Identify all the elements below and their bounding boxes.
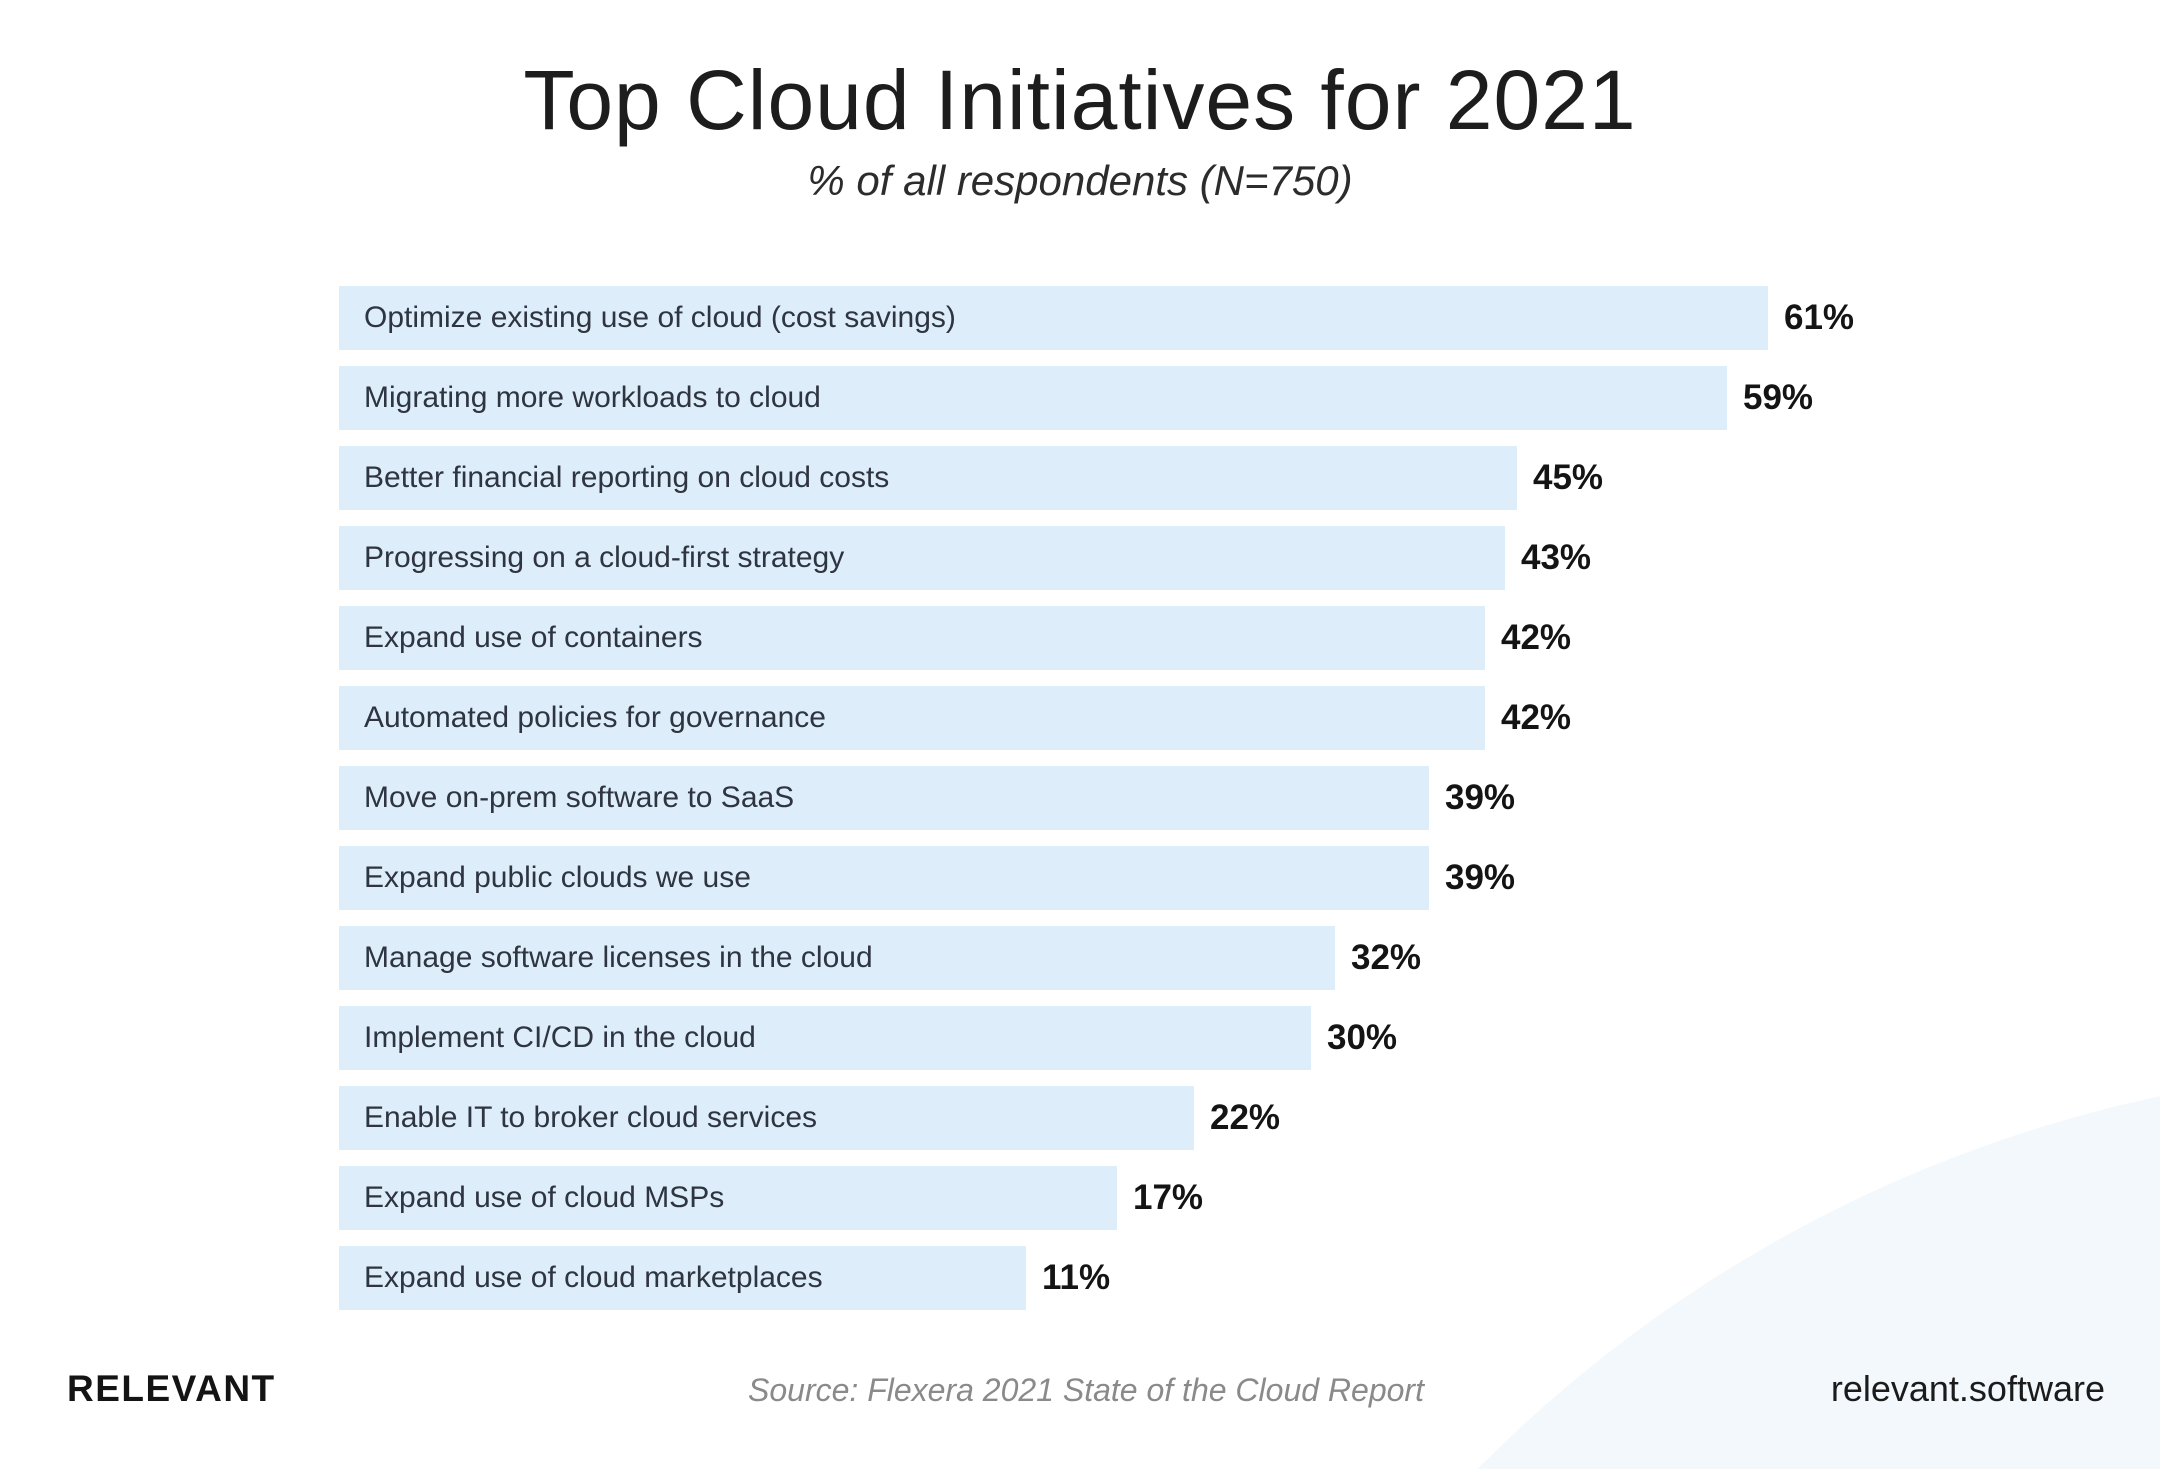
website-link[interactable]: relevant.software xyxy=(1830,1368,2105,1409)
bar-label: Progressing on a cloud-first strategy xyxy=(364,541,845,574)
bar-value-label: 22% xyxy=(1210,1098,1281,1137)
bar-label: Manage software licenses in the cloud xyxy=(364,941,873,974)
brand-logo: RELEVANT xyxy=(67,1368,276,1409)
bar-label: Enable IT to broker cloud services xyxy=(364,1101,818,1134)
bar: Migrating more workloads to cloud xyxy=(339,366,1727,430)
bar-label: Expand use of cloud MSPs xyxy=(364,1181,725,1214)
bar: Implement CI/CD in the cloud xyxy=(339,1006,1311,1070)
bar-row: Expand use of cloud MSPs 17% xyxy=(339,1166,1854,1230)
bar-row: Automated policies for governance 42% xyxy=(339,686,1854,750)
bar-value-label: 39% xyxy=(1445,858,1516,897)
bar-row: Expand use of containers 42% xyxy=(339,606,1854,670)
bar-value-label: 61% xyxy=(1784,298,1855,337)
bar: Expand public clouds we use xyxy=(339,846,1429,910)
bar-row: Progressing on a cloud-first strategy 43… xyxy=(339,526,1854,590)
bar-row: Optimize existing use of cloud (cost sav… xyxy=(339,286,1854,350)
bar-value-label: 42% xyxy=(1501,618,1572,657)
bar-value-label: 42% xyxy=(1501,698,1572,737)
bar: Manage software licenses in the cloud xyxy=(339,926,1335,990)
bar-value-label: 17% xyxy=(1133,1178,1204,1217)
bar-row: Migrating more workloads to cloud 59% xyxy=(339,366,1854,430)
bar-label: Expand use of containers xyxy=(364,621,703,654)
page-subtitle: % of all respondents (N=750) xyxy=(807,156,1353,204)
bar-value-label: 32% xyxy=(1351,938,1422,977)
source-caption: Source: Flexera 2021 State of the Cloud … xyxy=(748,1372,1424,1408)
bar-row: Better financial reporting on cloud cost… xyxy=(339,446,1854,510)
bar: Expand use of containers xyxy=(339,606,1485,670)
bar-value-label: 39% xyxy=(1445,778,1516,817)
bar-value-label: 30% xyxy=(1327,1018,1398,1057)
bar-row: Implement CI/CD in the cloud 30% xyxy=(339,1006,1854,1070)
bar-row: Expand public clouds we use 39% xyxy=(339,846,1854,910)
bar-row: Expand use of cloud marketplaces 11% xyxy=(339,1246,1854,1310)
bar-chart: Optimize existing use of cloud (cost sav… xyxy=(339,286,1854,1326)
bar-row: Move on-prem software to SaaS 39% xyxy=(339,766,1854,830)
bar: Better financial reporting on cloud cost… xyxy=(339,446,1517,510)
bar: Enable IT to broker cloud services xyxy=(339,1086,1194,1150)
bar-label: Better financial reporting on cloud cost… xyxy=(364,461,890,494)
bar: Move on-prem software to SaaS xyxy=(339,766,1429,830)
bar-label: Automated policies for governance xyxy=(364,701,826,734)
footer: RELEVANT Source: Flexera 2021 State of t… xyxy=(67,1368,2105,1410)
bar-label: Move on-prem software to SaaS xyxy=(364,781,795,814)
bar: Automated policies for governance xyxy=(339,686,1485,750)
bar-label: Expand use of cloud marketplaces xyxy=(364,1261,823,1294)
bar-value-label: 11% xyxy=(1042,1258,1111,1297)
bar: Expand use of cloud MSPs xyxy=(339,1166,1117,1230)
bar-value-label: 45% xyxy=(1533,458,1604,497)
chart-header: Top Cloud Initiatives for 2021 % of all … xyxy=(0,52,2160,205)
bar-label: Optimize existing use of cloud (cost sav… xyxy=(364,301,956,334)
bar-row: Manage software licenses in the cloud 32… xyxy=(339,926,1854,990)
bar: Optimize existing use of cloud (cost sav… xyxy=(339,286,1768,350)
bar-row: Enable IT to broker cloud services 22% xyxy=(339,1086,1854,1150)
bar: Expand use of cloud marketplaces xyxy=(339,1246,1026,1310)
page-title: Top Cloud Initiatives for 2021 xyxy=(523,53,1637,147)
bar-value-label: 43% xyxy=(1521,538,1592,577)
bar-label: Implement CI/CD in the cloud xyxy=(364,1021,756,1054)
bar-value-label: 59% xyxy=(1743,378,1814,417)
bar-label: Expand public clouds we use xyxy=(364,861,751,894)
bar: Progressing on a cloud-first strategy xyxy=(339,526,1505,590)
bar-label: Migrating more workloads to cloud xyxy=(364,381,821,414)
